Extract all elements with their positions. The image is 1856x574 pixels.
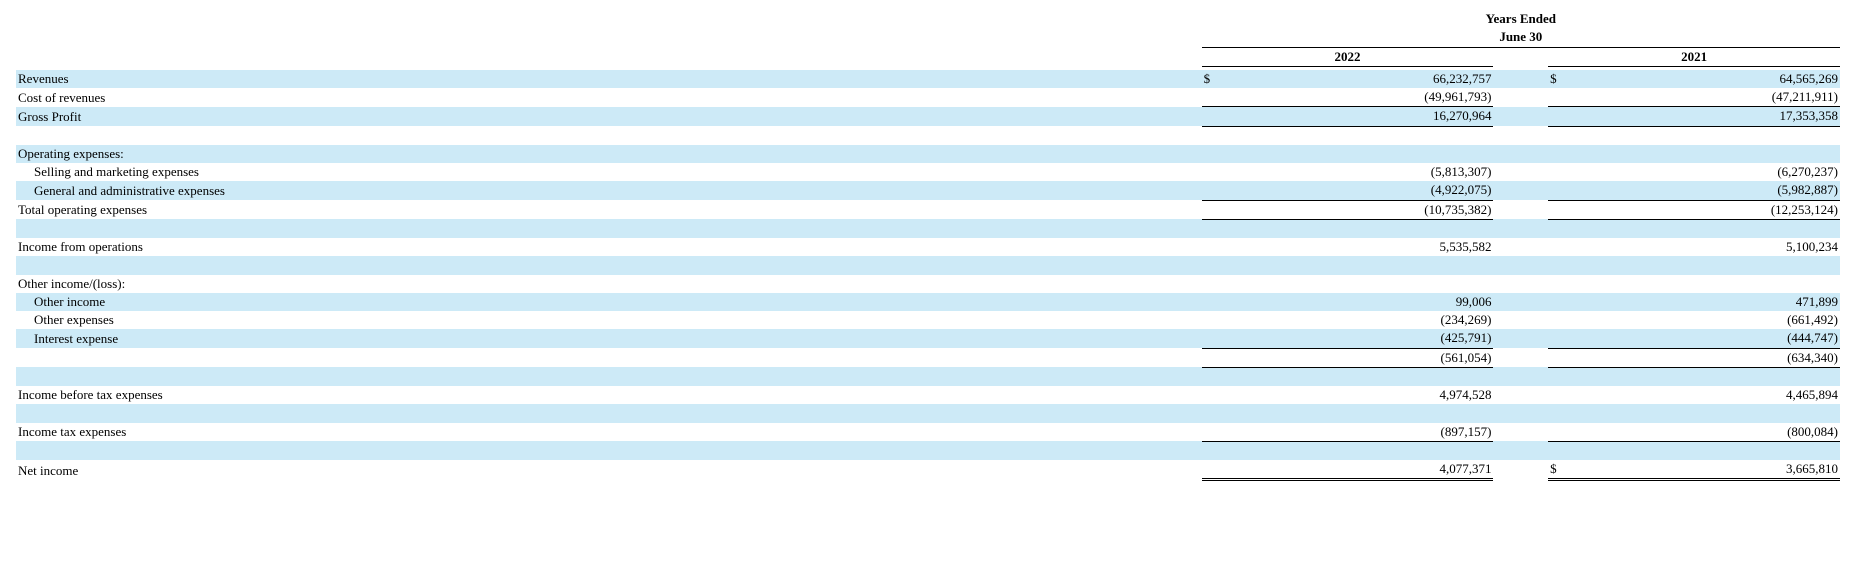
label-sellmkt: Selling and marketing expenses (16, 163, 1202, 181)
val-gross-2021: 17,353,358 (1585, 107, 1840, 126)
val-revenues-2022: 66,232,757 (1238, 70, 1493, 88)
row-other-expenses: Other expenses (234,269) (661,492) (16, 311, 1840, 329)
row-interest-expense: Interest expense (425,791) (444,747) (16, 329, 1840, 348)
label-cost-revenues: Cost of revenues (16, 88, 1202, 107)
row-total-opex: Total operating expenses (10,735,382) (1… (16, 200, 1840, 219)
header-supertitle: Years Ended (1202, 10, 1840, 28)
val-othexp-2022: (234,269) (1238, 311, 1493, 329)
label-net: Net income (16, 460, 1202, 480)
val-gross-2022: 16,270,964 (1238, 107, 1493, 126)
val-pretax-2022: 4,974,528 (1238, 386, 1493, 404)
row-other-total: (561,054) (634,340) (16, 348, 1840, 367)
val-opinc-2021: 5,100,234 (1585, 238, 1840, 256)
val-tax-2022: (897,157) (1238, 423, 1493, 442)
label-gross-profit: Gross Profit (16, 107, 1202, 126)
val-net-2022: 4,077,371 (1238, 460, 1493, 480)
label-revenues: Revenues (16, 70, 1202, 88)
val-totopex-2022: (10,735,382) (1238, 200, 1493, 219)
row-opex-header: Operating expenses: (16, 145, 1840, 163)
currency-symbol: $ (1202, 70, 1238, 88)
row-gross-profit: Gross Profit 16,270,964 17,353,358 (16, 107, 1840, 126)
val-ga-2022: (4,922,075) (1238, 181, 1493, 200)
val-othinc-2022: 99,006 (1238, 293, 1493, 311)
row-pretax: Income before tax expenses 4,974,528 4,4… (16, 386, 1840, 404)
currency-symbol: $ (1548, 460, 1584, 480)
val-intexp-2022: (425,791) (1238, 329, 1493, 348)
val-tax-2021: (800,084) (1585, 423, 1840, 442)
label-other-header: Other income/(loss): (16, 275, 1202, 293)
label-othinc: Other income (16, 293, 1202, 311)
val-othertot-2022: (561,054) (1238, 348, 1493, 367)
row-income-operations: Income from operations 5,535,582 5,100,2… (16, 238, 1840, 256)
val-othinc-2021: 471,899 (1585, 293, 1840, 311)
col-header-1: 2022 (1202, 47, 1494, 66)
val-opinc-2022: 5,535,582 (1238, 238, 1493, 256)
label-othertot (16, 348, 1202, 367)
val-ga-2021: (5,982,887) (1585, 181, 1840, 200)
currency-symbol: $ (1548, 70, 1584, 88)
row-cost-revenues: Cost of revenues (49,961,793) (47,211,91… (16, 88, 1840, 107)
income-statement-table: Years Ended June 30 2022 2021 Revenues $… (16, 10, 1840, 481)
val-othertot-2021: (634,340) (1585, 348, 1840, 367)
label-intexp: Interest expense (16, 329, 1202, 348)
val-net-2021: 3,665,810 (1585, 460, 1840, 480)
row-other-income: Other income 99,006 471,899 (16, 293, 1840, 311)
row-ga: General and administrative expenses (4,9… (16, 181, 1840, 200)
row-tax: Income tax expenses (897,157) (800,084) (16, 423, 1840, 442)
val-sellmkt-2021: (6,270,237) (1585, 163, 1840, 181)
row-selling-marketing: Selling and marketing expenses (5,813,30… (16, 163, 1840, 181)
label-othexp: Other expenses (16, 311, 1202, 329)
val-sellmkt-2022: (5,813,307) (1238, 163, 1493, 181)
val-revenues-2021: 64,565,269 (1585, 70, 1840, 88)
col-header-2: 2021 (1548, 47, 1840, 66)
val-costrev-2022: (49,961,793) (1238, 88, 1493, 107)
val-costrev-2021: (47,211,911) (1585, 88, 1840, 107)
label-opex-header: Operating expenses: (16, 145, 1202, 163)
row-net-income: Net income 4,077,371 $ 3,665,810 (16, 460, 1840, 480)
label-ga: General and administrative expenses (16, 181, 1202, 200)
val-othexp-2021: (661,492) (1585, 311, 1840, 329)
label-totopex: Total operating expenses (16, 200, 1202, 219)
label-tax: Income tax expenses (16, 423, 1202, 442)
label-pretax: Income before tax expenses (16, 386, 1202, 404)
row-other-header: Other income/(loss): (16, 275, 1840, 293)
row-revenues: Revenues $ 66,232,757 $ 64,565,269 (16, 70, 1840, 88)
val-totopex-2021: (12,253,124) (1585, 200, 1840, 219)
val-pretax-2021: 4,465,894 (1585, 386, 1840, 404)
label-opinc: Income from operations (16, 238, 1202, 256)
header-subtitle: June 30 (1202, 28, 1840, 47)
val-intexp-2021: (444,747) (1585, 329, 1840, 348)
